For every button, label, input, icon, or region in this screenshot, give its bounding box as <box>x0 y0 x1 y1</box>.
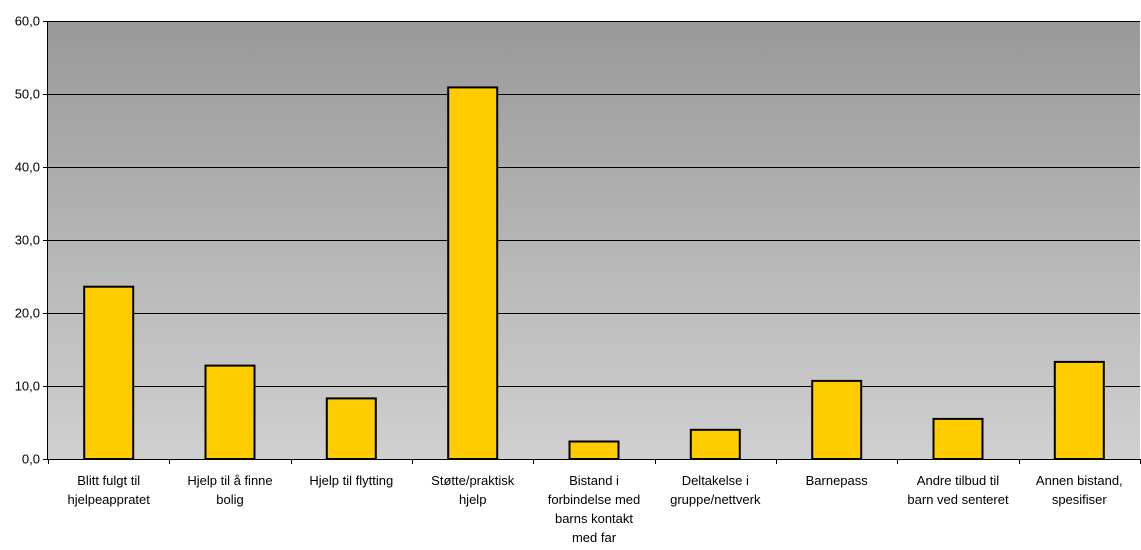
y-tick-label: 20,0 <box>15 306 40 321</box>
x-tick-label-6: Deltakelse i gruppe/nettverk <box>670 473 761 507</box>
bar-1 <box>83 285 135 461</box>
x-tick-label-1: Blitt fulgt til hjelpeappratet <box>67 473 150 507</box>
bar-3 <box>325 397 377 460</box>
x-tick-label-2: Hjelp til å finne bolig <box>187 473 272 507</box>
y-tick-label: 50,0 <box>15 87 40 102</box>
bar-4 <box>447 86 499 461</box>
bars <box>83 86 1105 461</box>
bar-2 <box>204 364 256 461</box>
x-tick-label-7: Barnepass <box>806 473 869 488</box>
y-tick-label: 30,0 <box>15 233 40 248</box>
x-tick-label-8: Andre tilbud til barn ved senteret <box>907 473 1009 507</box>
x-tick-label-4: Støtte/praktisk hjelp <box>431 473 515 507</box>
bar-9 <box>1053 360 1105 460</box>
x-tick-label-9: Annen bistand, spesifiser <box>1036 473 1123 507</box>
bar-7 <box>811 379 863 460</box>
y-tick-labels: 0,0 10,0 20,0 30,0 40,0 50,0 60,0 <box>15 14 40 467</box>
bar-5 <box>568 440 620 460</box>
x-tick-labels: Blitt fulgt til hjelpeappratet Hjelp til å… <box>67 473 1122 545</box>
y-tick-label: 40,0 <box>15 160 40 175</box>
bar-6 <box>689 428 741 460</box>
y-tick-label: 60,0 <box>15 14 40 29</box>
y-tick-label: 0,0 <box>22 452 40 467</box>
x-tick-label-3: Hjelp til flytting <box>309 473 393 488</box>
x-tick-label-5: Bistand i forbindelse med barns kontakt med… <box>548 473 641 545</box>
bar-8 <box>932 417 984 460</box>
axes <box>43 21 1141 464</box>
y-tick-label: 10,0 <box>15 379 40 394</box>
